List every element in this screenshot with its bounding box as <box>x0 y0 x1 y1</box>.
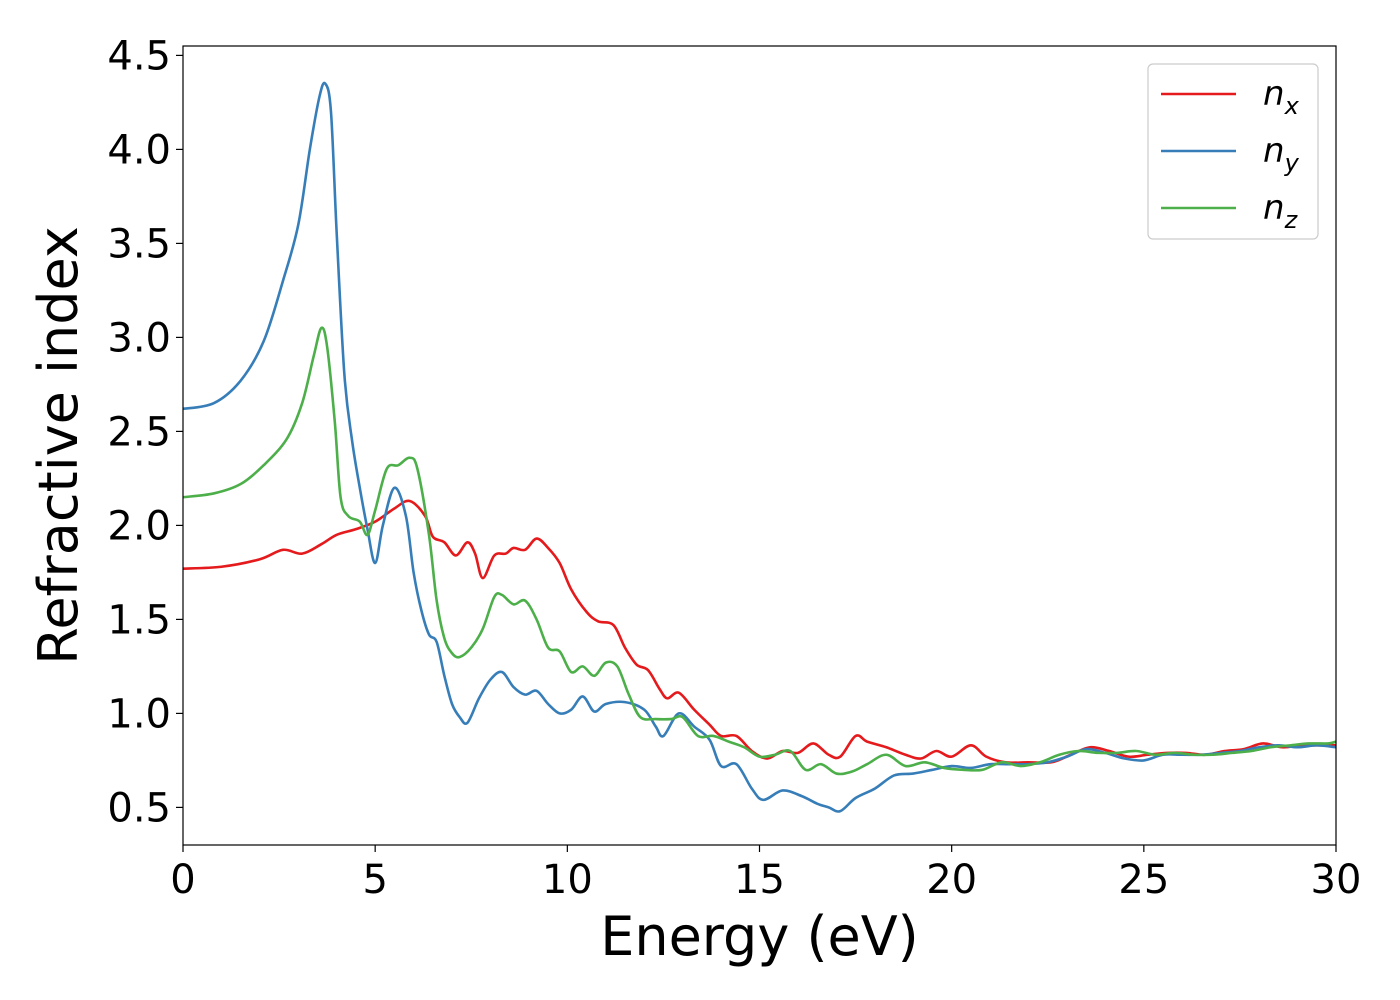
x-tick-label: 25 <box>1118 857 1169 903</box>
x-axis-title: Energy (eV) <box>600 905 919 968</box>
legend-label-nz: nz <box>1263 188 1299 234</box>
series-layer <box>182 81 1337 813</box>
x-tick-label: 20 <box>926 857 977 903</box>
y-tick-label: 4.5 <box>107 33 171 79</box>
y-tick-label: 1.0 <box>107 691 171 737</box>
y-tick-label: 2.5 <box>107 409 171 455</box>
x-tick-label: 15 <box>734 857 785 903</box>
y-tick-label: 2.0 <box>107 503 171 549</box>
x-axis-ticks: 0 5 10 15 20 25 30 <box>170 845 1361 903</box>
y-tick-label: 0.5 <box>107 785 171 831</box>
y-tick-label: 1.5 <box>107 597 171 643</box>
legend: nx ny nz <box>1147 63 1319 240</box>
y-axis-ticks: 0.5 1.0 1.5 2.0 2.5 3.0 3.5 4.0 4.5 <box>107 33 183 831</box>
legend-label-ny: ny <box>1263 131 1300 177</box>
x-tick-label: 30 <box>1311 857 1362 903</box>
x-tick-label: 5 <box>362 857 387 903</box>
legend-label-nx: nx <box>1263 74 1300 120</box>
y-tick-label: 3.5 <box>107 221 171 267</box>
series-line-nx <box>182 499 1336 765</box>
series-line-nz <box>182 326 1337 776</box>
y-tick-label: 3.0 <box>107 315 171 361</box>
x-tick-label: 10 <box>542 857 593 903</box>
y-tick-label: 4.0 <box>107 127 171 173</box>
x-tick-label: 0 <box>170 857 195 903</box>
y-axis-title: Refractive index <box>27 226 90 665</box>
